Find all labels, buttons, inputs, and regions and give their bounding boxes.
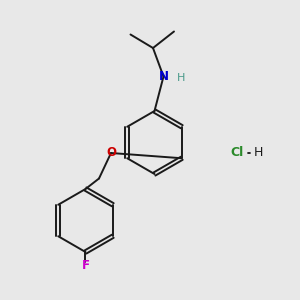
- Text: N: N: [158, 70, 169, 83]
- Text: O: O: [106, 146, 116, 160]
- Text: Cl: Cl: [230, 146, 244, 160]
- Text: H: H: [177, 73, 186, 83]
- Text: H: H: [253, 146, 263, 160]
- Text: F: F: [82, 259, 89, 272]
